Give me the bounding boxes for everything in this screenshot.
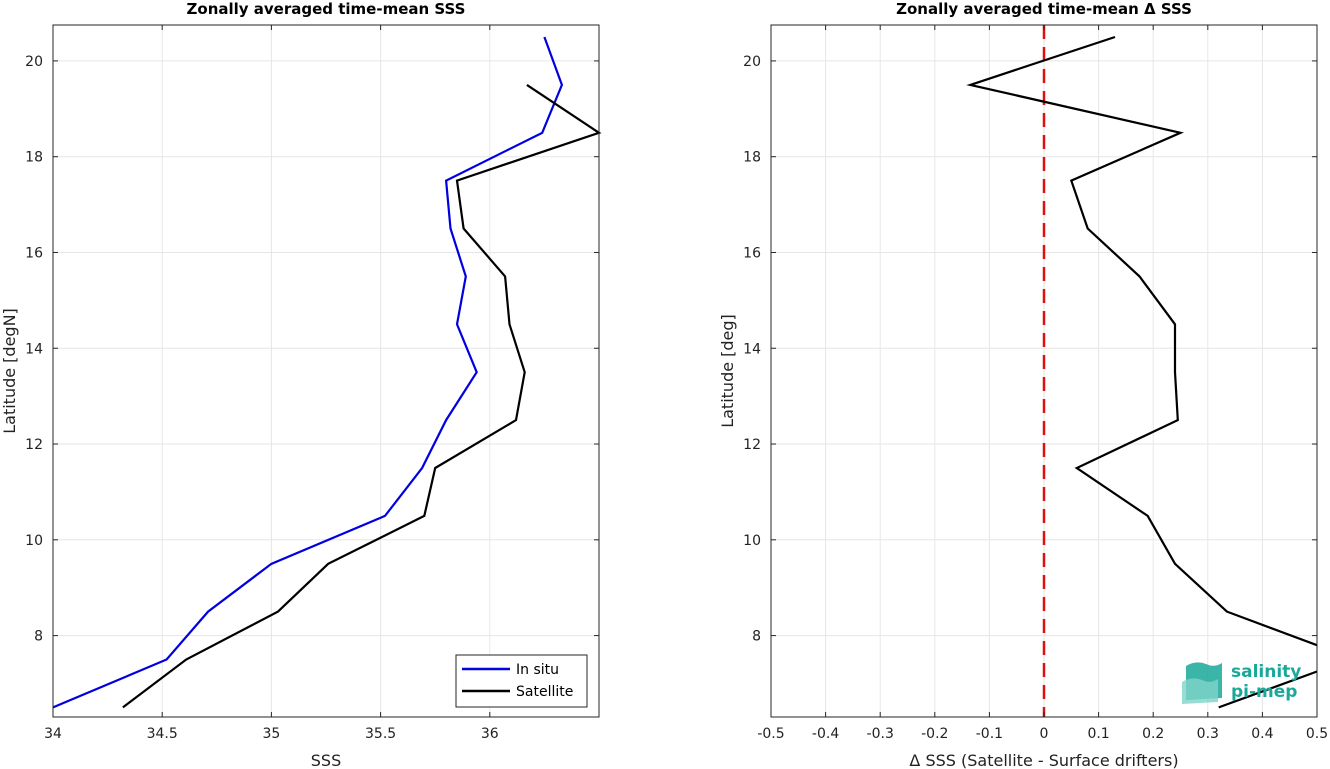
left-x-tick-label: 35.5	[365, 726, 396, 742]
right-x-tick-label: 0.5	[1306, 726, 1328, 742]
right-chart-title: Zonally averaged time-mean Δ SSS	[896, 0, 1192, 18]
right-series	[966, 35, 1318, 709]
right-y-tick-label: 8	[752, 629, 761, 645]
left-y-tick-label: 8	[34, 629, 43, 645]
right-y-tick-label: 14	[743, 341, 761, 357]
legend: In situ Satellite	[455, 654, 588, 708]
left-panel: 34 34.5 35 35.5 36 8 10 12 14 16 18 20 Zonally aver…	[0, 0, 602, 769]
right-y-axis-label: Latitude [deg]	[718, 314, 737, 428]
left-series-line-satellite	[122, 83, 602, 709]
right-y-tick-label: 18	[743, 150, 761, 166]
left-chart-title: Zonally averaged time-mean SSS	[187, 0, 466, 18]
left-plot-area	[53, 25, 599, 717]
right-x-tick-label: -0.3	[867, 726, 894, 742]
right-x-tick-label: 0.2	[1142, 726, 1164, 742]
logo-waves-icon-back	[1182, 678, 1218, 704]
right-x-tick-label: -0.1	[976, 726, 1003, 742]
right-x-tick-label: -0.2	[921, 726, 948, 742]
right-series-line-segment-0	[1218, 670, 1318, 709]
right-x-tick-label: 0.4	[1251, 726, 1273, 742]
right-x-tick-label: 0.1	[1087, 726, 1109, 742]
left-x-tick-label: 35	[262, 726, 280, 742]
right-series-line-segment-1	[966, 35, 1318, 647]
left-grid	[52, 25, 599, 717]
left-y-tick-label: 14	[25, 341, 43, 357]
right-y-tick-label: 20	[743, 54, 761, 70]
left-x-tick-label: 34.5	[147, 726, 178, 742]
right-x-tick-label: -0.4	[812, 726, 839, 742]
left-x-tick-label: 34	[44, 726, 62, 742]
right-panel: -0.5 -0.4 -0.3 -0.2 -0.1 0 0.1 0.2 0.3 0.4 0.5 8 10 1…	[718, 0, 1328, 769]
legend-label-insitu: In situ	[516, 662, 559, 678]
legend-label-satellite: Satellite	[516, 684, 573, 700]
left-y-tick-label: 18	[25, 150, 43, 166]
left-y-tick-label: 20	[25, 54, 43, 70]
right-ticks: -0.5 -0.4 -0.3 -0.2 -0.1 0 0.1 0.2 0.3 0.4 0.5 8 10 1…	[743, 25, 1328, 742]
left-y-tick-label: 12	[25, 437, 43, 453]
left-y-axis-label: Latitude [degN]	[0, 308, 19, 434]
left-x-tick-label: 36	[481, 726, 499, 742]
logo-text-line2: pi-mep	[1231, 682, 1297, 702]
left-ticks: 34 34.5 35 35.5 36 8 10 12 14 16 18 20	[25, 25, 599, 742]
right-y-tick-label: 10	[743, 533, 761, 549]
left-y-tick-label: 10	[25, 533, 43, 549]
right-x-tick-label: 0	[1040, 726, 1049, 742]
logo-text-line1: salinity	[1231, 662, 1301, 682]
left-x-axis-label: SSS	[311, 751, 341, 769]
left-series	[52, 36, 602, 709]
legend-box	[455, 654, 588, 708]
right-y-tick-label: 16	[743, 245, 761, 261]
left-series-line-in-situ	[52, 36, 564, 709]
right-x-axis-label: Δ SSS (Satellite - Surface drifters)	[909, 751, 1178, 769]
salinity-pi-mep-logo: salinity pi-mep	[1182, 662, 1301, 704]
right-x-tick-label: 0.3	[1197, 726, 1219, 742]
right-y-tick-label: 12	[743, 437, 761, 453]
right-x-tick-label: -0.5	[757, 726, 784, 742]
left-y-tick-label: 16	[25, 245, 43, 261]
left-axes-box	[52, 24, 600, 718]
